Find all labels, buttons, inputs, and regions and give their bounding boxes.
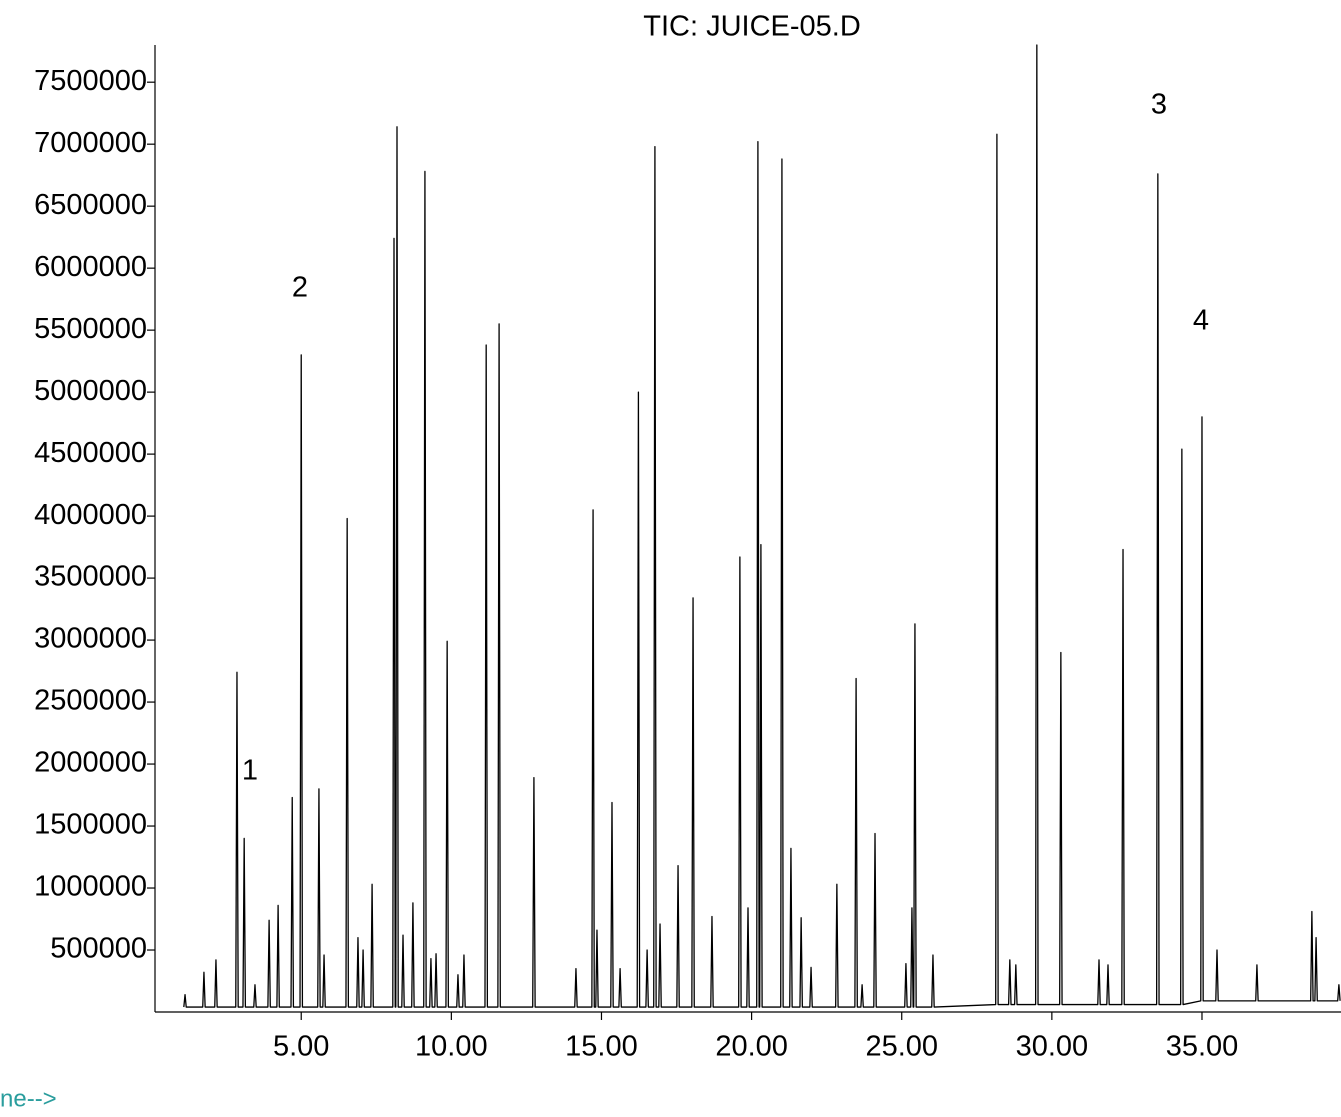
x-tick-label: 35.00 [1166, 1031, 1239, 1063]
y-tick-label: 4000000 [34, 499, 147, 531]
y-tick-label: 4500000 [34, 437, 147, 469]
x-tick-label: 5.00 [273, 1031, 329, 1063]
y-tick-label: 2500000 [34, 685, 147, 717]
footer-text: ne--> [0, 1085, 57, 1112]
x-tick-label: 15.00 [565, 1031, 638, 1063]
x-tick-label: 10.00 [415, 1031, 488, 1063]
y-tick-label: 7000000 [34, 127, 147, 159]
y-tick-label: 6500000 [34, 189, 147, 221]
y-tick-label: 1500000 [34, 809, 147, 841]
y-tick-label: 3500000 [34, 561, 147, 593]
peak-annotation: 1 [242, 755, 258, 787]
chart-title: TIC: JUICE-05.D [643, 11, 861, 43]
trace-line [183, 44, 1341, 1008]
x-tick-label: 25.00 [865, 1031, 938, 1063]
y-tick-label: 7500000 [34, 65, 147, 97]
y-tick-label: 500000 [50, 933, 147, 965]
peak-annotation: 2 [292, 272, 308, 304]
y-tick-label: 5500000 [34, 313, 147, 345]
y-tick-label: 1000000 [34, 871, 147, 903]
y-tick-label: 3000000 [34, 623, 147, 655]
peak-annotation: 4 [1193, 305, 1209, 337]
y-tick-label: 2000000 [34, 747, 147, 779]
y-tick-label: 6000000 [34, 251, 147, 283]
x-tick-label: 20.00 [715, 1031, 788, 1063]
peak-annotation: 3 [1151, 89, 1167, 121]
x-tick-label: 30.00 [1016, 1031, 1089, 1063]
y-tick-label: 5000000 [34, 375, 147, 407]
